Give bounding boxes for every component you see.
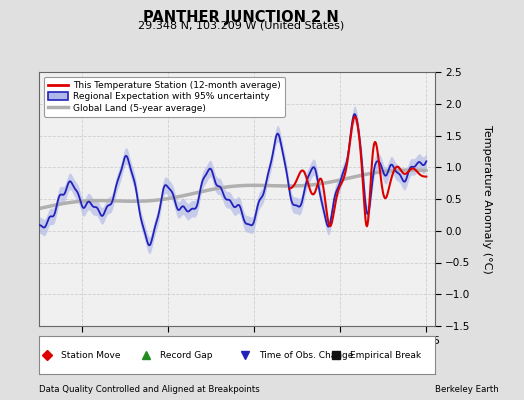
Text: PANTHER JUNCTION 2 N: PANTHER JUNCTION 2 N <box>143 10 339 25</box>
Text: Berkeley Earth: Berkeley Earth <box>435 385 499 394</box>
Text: 29.348 N, 103.209 W (United States): 29.348 N, 103.209 W (United States) <box>138 20 344 30</box>
Text: Empirical Break: Empirical Break <box>350 350 421 360</box>
Text: Record Gap: Record Gap <box>160 350 212 360</box>
Text: Station Move: Station Move <box>61 350 121 360</box>
Text: Time of Obs. Change: Time of Obs. Change <box>259 350 353 360</box>
Y-axis label: Temperature Anomaly (°C): Temperature Anomaly (°C) <box>482 125 492 273</box>
Text: Data Quality Controlled and Aligned at Breakpoints: Data Quality Controlled and Aligned at B… <box>39 385 260 394</box>
Legend: This Temperature Station (12-month average), Regional Expectation with 95% uncer: This Temperature Station (12-month avera… <box>44 76 285 117</box>
